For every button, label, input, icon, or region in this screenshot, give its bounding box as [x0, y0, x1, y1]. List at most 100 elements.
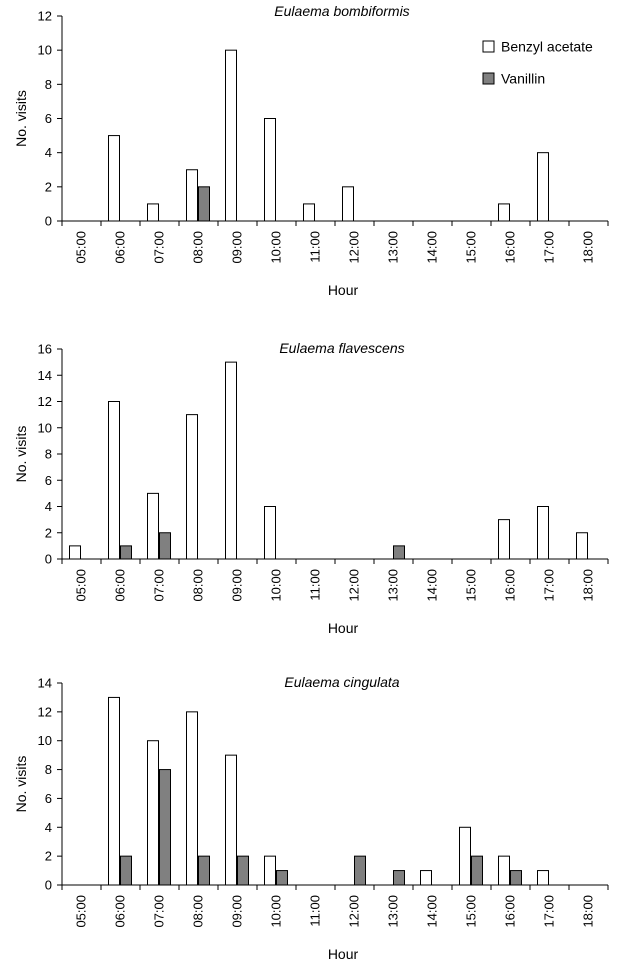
x-tick-label: 18:00 [581, 895, 596, 928]
x-tick-label: 05:00 [74, 569, 89, 602]
bar-benzyl-acetate-1800 [576, 532, 588, 560]
bar-benzyl-acetate-1200 [342, 186, 354, 222]
bar-benzyl-acetate-1700 [537, 152, 549, 222]
bar-vanillin-0700 [159, 769, 171, 886]
y-tick-label: 10 [38, 420, 52, 435]
bar-vanillin-1300 [393, 870, 405, 886]
x-tick-label: 10:00 [269, 895, 284, 928]
x-tick-label: 11:00 [308, 569, 323, 601]
bar-benzyl-acetate-1100 [303, 203, 315, 222]
x-tick-label: 06:00 [113, 895, 128, 928]
x-tick-label: 12:00 [347, 569, 362, 602]
y-tick-label: 4 [45, 145, 52, 160]
bar-benzyl-acetate-0700 [147, 203, 159, 222]
y-axis-title: No. visits [13, 756, 29, 813]
y-tick-label: 12 [38, 9, 52, 24]
y-tick-label: 14 [38, 368, 52, 383]
x-tick-label: 07:00 [152, 569, 167, 602]
bar-benzyl-acetate-1600 [498, 519, 510, 560]
bar-vanillin-0600 [120, 855, 132, 886]
bar-benzyl-acetate-0800 [186, 711, 198, 886]
y-tick-label: 10 [38, 733, 52, 748]
bar-benzyl-acetate-0500 [69, 545, 81, 560]
y-tick-label: 4 [45, 499, 52, 514]
bar-vanillin-1300 [393, 545, 405, 560]
bar-vanillin-1600 [510, 870, 522, 886]
bar-benzyl-acetate-0800 [186, 414, 198, 560]
x-tick-label: 08:00 [191, 569, 206, 602]
chart-title: Eulaema bombiformis [274, 3, 409, 19]
x-tick-label: 13:00 [386, 895, 401, 928]
x-axis-title: Hour [328, 282, 359, 298]
chart-panel-2: 0 2 4 6 8 10 12 14 16 05:00 06:00 07:00 08:00 09:00 10… [13, 340, 609, 636]
x-tick-label: 12:00 [347, 231, 362, 264]
bar-benzyl-acetate-0700 [147, 740, 159, 886]
bar-vanillin-1000 [276, 870, 288, 886]
x-tick-label: 06:00 [113, 231, 128, 264]
legend-swatch-benzyl-acetate [482, 40, 495, 53]
x-tick-label: 09:00 [230, 895, 245, 928]
bar-benzyl-acetate-1400 [420, 870, 432, 886]
x-tick-label: 08:00 [191, 231, 206, 264]
bar-benzyl-acetate-1600 [498, 855, 510, 886]
legend-label-vanillin: Vanillin [501, 71, 545, 87]
y-tick-label: 4 [45, 820, 52, 835]
x-tick-label: 07:00 [152, 231, 167, 264]
x-tick-label: 11:00 [308, 231, 323, 263]
x-tick-label: 16:00 [503, 231, 518, 264]
x-tick-label: 06:00 [113, 569, 128, 602]
y-axis-title: No. visits [13, 90, 29, 147]
bar-benzyl-acetate-0800 [186, 169, 198, 222]
x-tick-label: 14:00 [425, 231, 440, 264]
bar-benzyl-acetate-0900 [225, 49, 237, 222]
bar-vanillin-0900 [237, 855, 249, 886]
bar-benzyl-acetate-0600 [108, 401, 120, 560]
bar-benzyl-acetate-1000 [264, 118, 276, 222]
x-tick-label: 12:00 [347, 895, 362, 928]
x-tick-label: 16:00 [503, 895, 518, 928]
legend-label-benzyl-acetate: Benzyl acetate [501, 39, 593, 55]
y-tick-label: 14 [38, 676, 52, 691]
x-axis-title: Hour [328, 620, 359, 636]
bar-benzyl-acetate-0900 [225, 754, 237, 886]
y-tick-label: 6 [45, 791, 52, 806]
x-tick-label: 13:00 [386, 569, 401, 602]
chart-title: Eulaema flavescens [279, 340, 404, 356]
x-axis-title: Hour [328, 946, 359, 962]
x-tick-label: 16:00 [503, 569, 518, 602]
y-tick-label: 8 [45, 447, 52, 462]
x-tick-label: 15:00 [464, 895, 479, 928]
x-tick-label: 17:00 [542, 569, 557, 602]
y-tick-label: 2 [45, 179, 52, 194]
y-tick-label: 0 [45, 214, 52, 229]
y-tick-label: 12 [38, 704, 52, 719]
x-tick-label: 05:00 [74, 895, 89, 928]
bar-vanillin-1200 [354, 855, 366, 886]
bar-benzyl-acetate-1000 [264, 855, 276, 886]
x-tick-label: 09:00 [230, 231, 245, 264]
bar-vanillin-0800 [198, 186, 210, 222]
x-tick-label: 17:00 [542, 231, 557, 264]
x-tick-label: 15:00 [464, 569, 479, 602]
y-tick-label: 6 [45, 473, 52, 488]
bar-vanillin-0700 [159, 532, 171, 560]
x-tick-label: 15:00 [464, 231, 479, 264]
bar-benzyl-acetate-1000 [264, 506, 276, 560]
x-tick-label: 08:00 [191, 895, 206, 928]
y-tick-label: 8 [45, 77, 52, 92]
y-tick-label: 0 [45, 552, 52, 567]
y-tick-label: 10 [38, 43, 52, 58]
legend-swatch-vanillin [482, 72, 495, 85]
y-tick-label: 6 [45, 111, 52, 126]
bar-vanillin-1500 [471, 855, 483, 886]
x-tick-label: 17:00 [542, 895, 557, 928]
chart-panel-3: 0 2 4 6 8 10 12 14 05:00 06:00 07:00 08:00 09:00 10:0… [13, 674, 609, 962]
y-tick-label: 8 [45, 762, 52, 777]
bar-benzyl-acetate-0900 [225, 361, 237, 560]
bar-benzyl-acetate-0600 [108, 696, 120, 886]
x-tick-label: 07:00 [152, 895, 167, 928]
x-tick-label: 13:00 [386, 231, 401, 264]
x-tick-label: 18:00 [581, 231, 596, 264]
